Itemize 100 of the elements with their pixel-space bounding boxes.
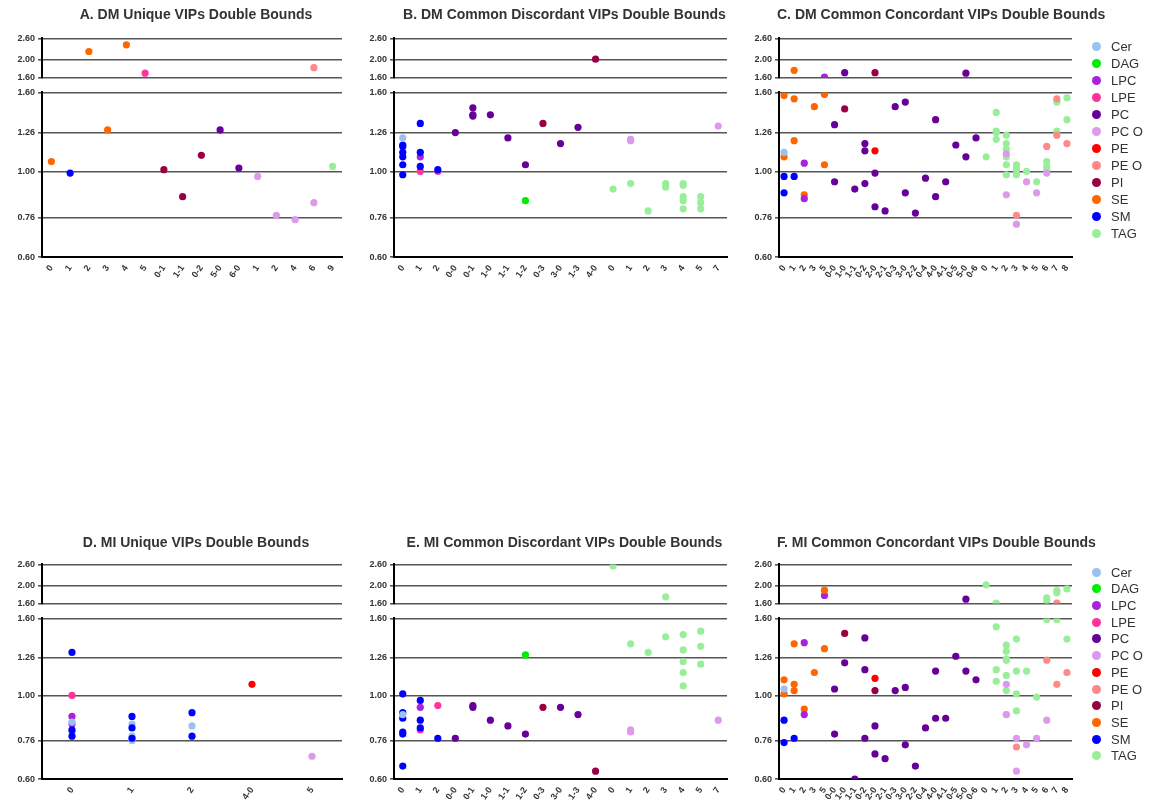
x-tick-label: 1: [988, 785, 1000, 795]
x-tick-label: 3-0: [548, 263, 565, 280]
y-tick-label: 1.00: [17, 689, 35, 700]
y-tick-label: 2.00: [369, 54, 387, 65]
x-tick-label: 0: [605, 263, 617, 273]
x-tick-label: 1: [623, 263, 635, 273]
y-tick-label: 0.60: [369, 773, 387, 784]
legend-label: Cer: [1111, 564, 1132, 580]
x-tick-label: 2: [184, 785, 196, 795]
x-tick-label: 2: [796, 263, 808, 273]
x-tick-label: 0-1: [151, 263, 168, 280]
x-tick-label: 4: [1019, 263, 1031, 273]
x-tick-label: 7: [710, 263, 722, 273]
legend-label: LPE: [1111, 614, 1136, 630]
x-tick-label: 7: [710, 785, 722, 795]
y-tick-label: 1.00: [17, 165, 35, 176]
x-tick-label: 5-0: [208, 263, 224, 280]
y-tick-label: 1.26: [17, 127, 35, 138]
chart-title: F. MI Common Concordant VIPs Double Bounds: [776, 534, 1096, 552]
x-tick-label: 4: [287, 263, 299, 273]
chart-title: D. MI Unique VIPs Double Bounds: [81, 534, 311, 552]
legend-label: PE O: [1111, 158, 1143, 174]
y-tick-label: 0.60: [754, 773, 772, 784]
legend-label: LPC: [1111, 72, 1137, 88]
x-tick-label: 5: [693, 263, 705, 273]
x-tick-label: 5: [1029, 785, 1041, 795]
y-tick-label: 0.76: [17, 734, 35, 745]
x-tick-label: 8: [1059, 263, 1071, 273]
y-tick-label: 0.60: [17, 251, 35, 262]
x-tick-label: 5: [817, 263, 829, 273]
x-tick-label: 1: [412, 785, 424, 795]
x-tick-label: 4-0: [583, 263, 600, 280]
x-tick-label: 1: [623, 785, 635, 795]
x-tick-label: 3: [658, 263, 670, 273]
x-tick-label: 0-2: [189, 263, 206, 280]
legend-label: PC: [1111, 631, 1130, 647]
x-tick-label: 0-0: [443, 263, 460, 280]
y-tick-label: 2.60: [369, 32, 387, 43]
x-tick-label: 0: [776, 263, 788, 273]
x-tick-label: 6: [1039, 263, 1051, 273]
x-tick-label: 7: [1049, 785, 1061, 795]
y-tick-label: 2.60: [17, 558, 35, 569]
x-tick-label: 1-0: [478, 785, 495, 802]
x-tick-label: 5: [304, 785, 316, 795]
y-tick-label: 2.60: [754, 32, 772, 43]
x-tick-label: 2: [81, 263, 93, 273]
y-tick-label: 2.00: [754, 580, 772, 591]
x-tick-label: 1-3: [566, 263, 582, 280]
x-tick-label: 3: [658, 785, 670, 795]
y-tick-label: 1.26: [369, 127, 387, 138]
x-tick-label: 6: [1039, 785, 1051, 795]
y-tick-label: 1.60: [369, 72, 387, 83]
y-tick-label: 1.26: [17, 652, 35, 663]
x-tick-label: 0: [776, 785, 788, 795]
y-tick-label: 1.60: [754, 72, 772, 83]
x-tick-label: 1: [988, 263, 1000, 273]
x-tick-label: 1-2: [513, 785, 530, 802]
y-tick-label: 1.60: [754, 86, 772, 97]
y-tick-label: 2.00: [17, 580, 35, 591]
x-tick-label: 0: [43, 263, 56, 273]
legend-label: DAG: [1111, 55, 1140, 71]
x-tick-label: 4: [118, 263, 131, 273]
x-tick-label: 1: [62, 263, 74, 273]
y-tick-label: 0.76: [369, 734, 387, 745]
x-tick-label: 0: [978, 263, 990, 273]
y-tick-label: 0.76: [369, 211, 387, 222]
x-tick-label: 2: [268, 263, 281, 273]
x-tick-label: 0-3: [531, 263, 547, 280]
x-tick-label: 0-0: [443, 785, 460, 802]
y-tick-label: 1.60: [369, 598, 387, 609]
legend-label: Cer: [1111, 38, 1132, 54]
legend-label: LPE: [1111, 89, 1136, 105]
y-tick-label: 1.26: [754, 652, 772, 663]
x-tick-label: 2: [430, 263, 442, 273]
legend-label: TAG: [1111, 748, 1137, 764]
y-tick-label: 1.00: [754, 689, 772, 700]
x-tick-label: 4: [675, 263, 687, 273]
x-tick-label: 6: [306, 263, 318, 273]
y-tick-label: 0.60: [754, 251, 772, 262]
chart-title: C. DM Common Concordant VIPs Double Bounds: [776, 6, 1106, 24]
x-tick-label: 2: [640, 263, 652, 273]
legend-label: PC O: [1111, 123, 1143, 139]
x-tick-label: 2: [796, 785, 808, 795]
x-tick-label: 5: [693, 785, 705, 795]
x-tick-label: 9: [325, 263, 337, 273]
x-tick-label: 0: [395, 785, 407, 795]
legend-label: SM: [1111, 209, 1131, 225]
legend-label: PC: [1111, 106, 1130, 122]
x-tick-label: 1-1: [495, 263, 512, 280]
y-tick-label: 1.00: [369, 689, 387, 700]
x-tick-label: 1-3: [566, 785, 582, 802]
legend-label: PI: [1111, 175, 1124, 191]
x-tick-label: 7: [1049, 263, 1061, 273]
y-tick-label: 1.26: [369, 652, 387, 663]
x-tick-label: 1: [786, 785, 798, 795]
legend-label: PE: [1111, 664, 1129, 680]
x-tick-label: 3: [806, 263, 819, 273]
y-tick-label: 1.60: [369, 612, 387, 623]
x-tick-label: 2: [640, 785, 652, 795]
x-tick-label: 1-1: [495, 785, 512, 802]
